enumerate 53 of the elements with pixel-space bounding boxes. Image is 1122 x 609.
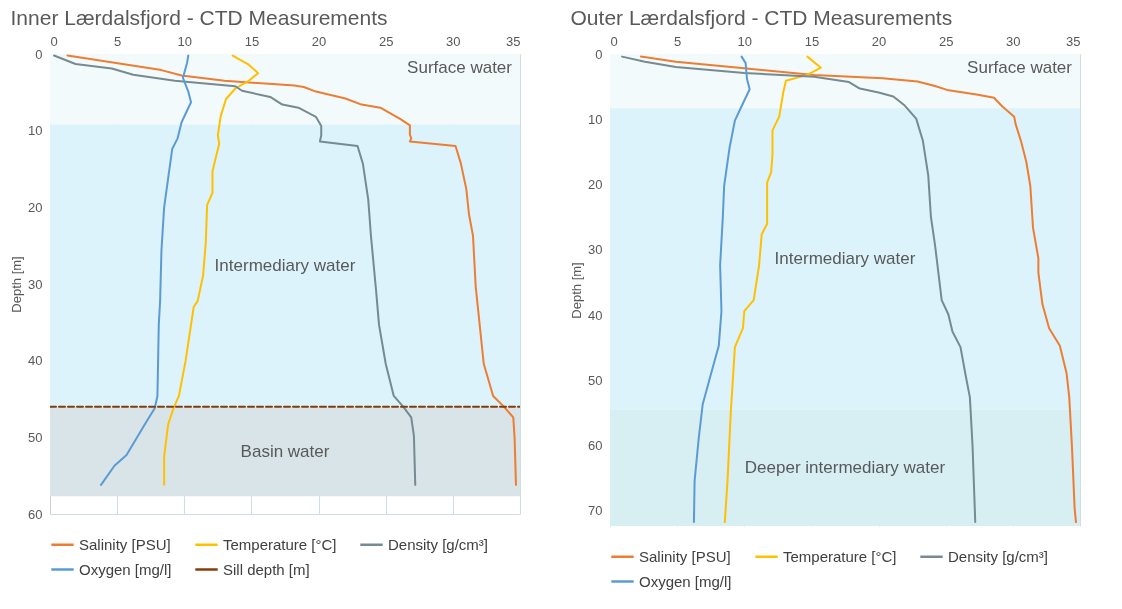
y-tick-label: 20 xyxy=(28,199,43,215)
band-label: Surface water xyxy=(967,58,1073,77)
legend-label: Salinity [PSU] xyxy=(79,535,171,553)
y-tick-label: 30 xyxy=(588,242,603,258)
legend-label: Temperature [°C] xyxy=(783,547,897,565)
y-tick-label: 60 xyxy=(28,506,43,522)
y-axis-title: Depth [m] xyxy=(569,262,585,319)
legend-label: Sill depth [m] xyxy=(223,560,310,578)
band-label: Surface water xyxy=(407,58,513,77)
y-tick-label: 60 xyxy=(588,438,603,454)
legend-label: Temperature [°C] xyxy=(223,535,337,553)
x-tick-label: 10 xyxy=(177,33,193,49)
x-tick-label: 0 xyxy=(50,33,58,49)
x-tick-label: 15 xyxy=(244,33,260,49)
y-tick-label: 50 xyxy=(588,372,603,388)
legend-label: Density [g/cm³] xyxy=(948,547,1049,565)
band-label: Deeper intermediary water xyxy=(744,457,946,477)
y-tick-label: 10 xyxy=(28,123,43,139)
y-tick-label: 70 xyxy=(588,503,603,519)
y-tick-label: 40 xyxy=(28,353,43,369)
y-axis-title: Depth [m] xyxy=(9,256,25,313)
y-tick-label: 20 xyxy=(588,177,603,193)
y-tick-label: 0 xyxy=(595,46,603,62)
legend-label: Density [g/cm³] xyxy=(388,535,489,553)
band-label: Intermediary water xyxy=(214,255,356,275)
legend-label: Oxygen [mg/l] xyxy=(79,560,172,578)
x-tick-label: 25 xyxy=(378,33,394,49)
line-series xyxy=(639,55,1077,524)
x-tick-label: 20 xyxy=(311,33,327,49)
x-tick-label: 0 xyxy=(610,33,618,49)
legend-label: Salinity [PSU] xyxy=(639,547,731,565)
x-tick-label: 15 xyxy=(804,33,820,49)
x-tick-label: 5 xyxy=(674,33,682,49)
x-tick-label: 35 xyxy=(506,33,521,49)
chart-title: Inner Lærdalsfjord - CTD Measurements xyxy=(10,6,388,29)
x-tick-label: 30 xyxy=(1006,33,1021,49)
x-tick-label: 20 xyxy=(871,33,887,49)
line-series xyxy=(66,54,517,486)
y-tick-label: 0 xyxy=(35,46,43,62)
x-tick-label: 5 xyxy=(114,33,122,49)
y-tick-label: 50 xyxy=(28,429,43,445)
x-tick-label: 25 xyxy=(938,33,954,49)
y-tick-label: 10 xyxy=(588,111,603,127)
line-series xyxy=(100,54,192,486)
band-label: Basin water xyxy=(240,441,330,461)
x-tick-label: 10 xyxy=(737,33,753,49)
x-tick-label: 35 xyxy=(1066,33,1081,49)
x-tick-label: 30 xyxy=(446,33,461,49)
legend-label: Oxygen [mg/l] xyxy=(639,572,732,590)
y-tick-label: 40 xyxy=(588,307,603,323)
y-tick-label: 30 xyxy=(28,276,43,292)
band-label: Intermediary water xyxy=(774,248,916,268)
chart-title: Outer Lærdalsfjord - CTD Measurements xyxy=(570,6,953,29)
